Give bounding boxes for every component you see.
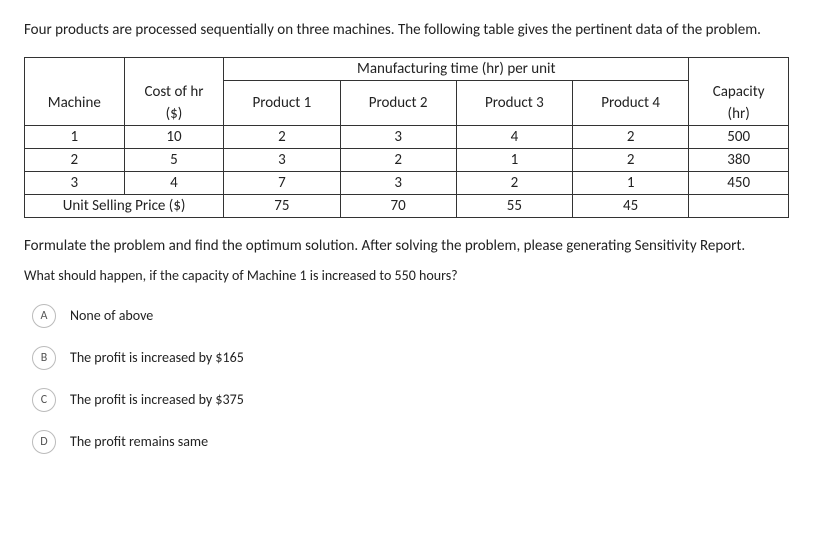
option-label-d: The profit remains same: [70, 433, 208, 450]
cell-p3: 1: [456, 148, 572, 171]
option-label-a: None of above: [70, 307, 153, 324]
option-label-b: The profit is increased by $165: [70, 349, 244, 366]
col-cost-line1: Cost of hr: [124, 81, 224, 103]
col-product2: Product 2: [340, 81, 456, 126]
option-d[interactable]: D The profit remains same: [32, 430, 789, 454]
cell-cost: 5: [124, 148, 224, 171]
cell-p2: 3: [340, 171, 456, 194]
col-capacity-line2: (hr): [689, 103, 789, 126]
table-merged-header: Manufacturing time (hr) per unit: [224, 58, 689, 81]
col-capacity-line1: Capacity: [689, 81, 789, 103]
option-c[interactable]: C The profit is increased by $375: [32, 388, 789, 412]
table-footer-row: Unit Selling Price ($) 75 70 55 45: [25, 194, 789, 217]
table-row: 1 10 2 3 4 2 500: [25, 125, 789, 148]
cell-p1: 2: [224, 125, 340, 148]
instructions-text: Formulate the problem and find the optim…: [24, 236, 789, 257]
question-text: What should happen, if the capacity of M…: [24, 267, 789, 284]
cell-capacity: 450: [689, 171, 789, 194]
data-table: Manufacturing time (hr) per unit Machine…: [24, 57, 789, 218]
data-table-wrap: Manufacturing time (hr) per unit Machine…: [24, 57, 789, 218]
cell-machine: 1: [25, 125, 125, 148]
cell-p1: 7: [224, 171, 340, 194]
cell-machine: 2: [25, 148, 125, 171]
cell-p2: 2: [340, 148, 456, 171]
table-row: 3 4 7 3 2 1 450: [25, 171, 789, 194]
cell-p3: 2: [456, 171, 572, 194]
footer-capacity: [689, 194, 789, 217]
col-product4: Product 4: [573, 81, 689, 126]
col-machine: Machine: [25, 81, 125, 126]
cell-p4: 2: [573, 125, 689, 148]
footer-label: Unit Selling Price ($): [25, 194, 224, 217]
table-row: 2 5 3 2 1 2 380: [25, 148, 789, 171]
options-list: A None of above B The profit is increase…: [24, 304, 789, 454]
cell-capacity: 380: [689, 148, 789, 171]
cell-p3: 4: [456, 125, 572, 148]
cell-p4: 2: [573, 148, 689, 171]
cell-cost: 10: [124, 125, 224, 148]
option-label-c: The profit is increased by $375: [70, 391, 244, 408]
cell-p1: 3: [224, 148, 340, 171]
col-product1: Product 1: [224, 81, 340, 126]
option-radio-c: C: [32, 388, 56, 412]
cell-p4: 1: [573, 171, 689, 194]
cell-p2: 3: [340, 125, 456, 148]
option-radio-b: B: [32, 346, 56, 370]
col-cost-line2: ($): [124, 103, 224, 126]
footer-p4: 45: [573, 194, 689, 217]
cell-machine: 3: [25, 171, 125, 194]
cell-cost: 4: [124, 171, 224, 194]
footer-p3: 55: [456, 194, 572, 217]
option-b[interactable]: B The profit is increased by $165: [32, 346, 789, 370]
cell-capacity: 500: [689, 125, 789, 148]
footer-p1: 75: [224, 194, 340, 217]
col-product3: Product 3: [456, 81, 572, 126]
option-radio-d: D: [32, 430, 56, 454]
option-a[interactable]: A None of above: [32, 304, 789, 328]
option-radio-a: A: [32, 304, 56, 328]
footer-p2: 70: [340, 194, 456, 217]
problem-intro: Four products are processed sequentially…: [24, 20, 789, 41]
